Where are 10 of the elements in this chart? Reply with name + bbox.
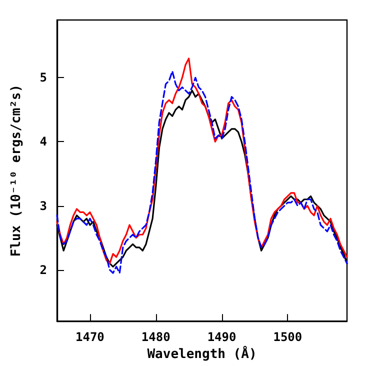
x-tick-label: 1500: [273, 330, 302, 344]
x-axis-title: Wavelength (Å): [147, 345, 257, 362]
y-tick-label: 4: [40, 134, 47, 149]
y-tick-label: 2: [40, 262, 47, 277]
x-tick-label: 1480: [141, 330, 170, 344]
y-axis-title: Flux (10⁻¹⁰ ergs/cm²s): [9, 84, 24, 257]
y-tick-label: 5: [40, 70, 47, 85]
y-tick-label: 3: [40, 198, 47, 213]
x-tick-label: 1490: [207, 330, 236, 344]
x-tick-label: 1470: [76, 330, 104, 344]
